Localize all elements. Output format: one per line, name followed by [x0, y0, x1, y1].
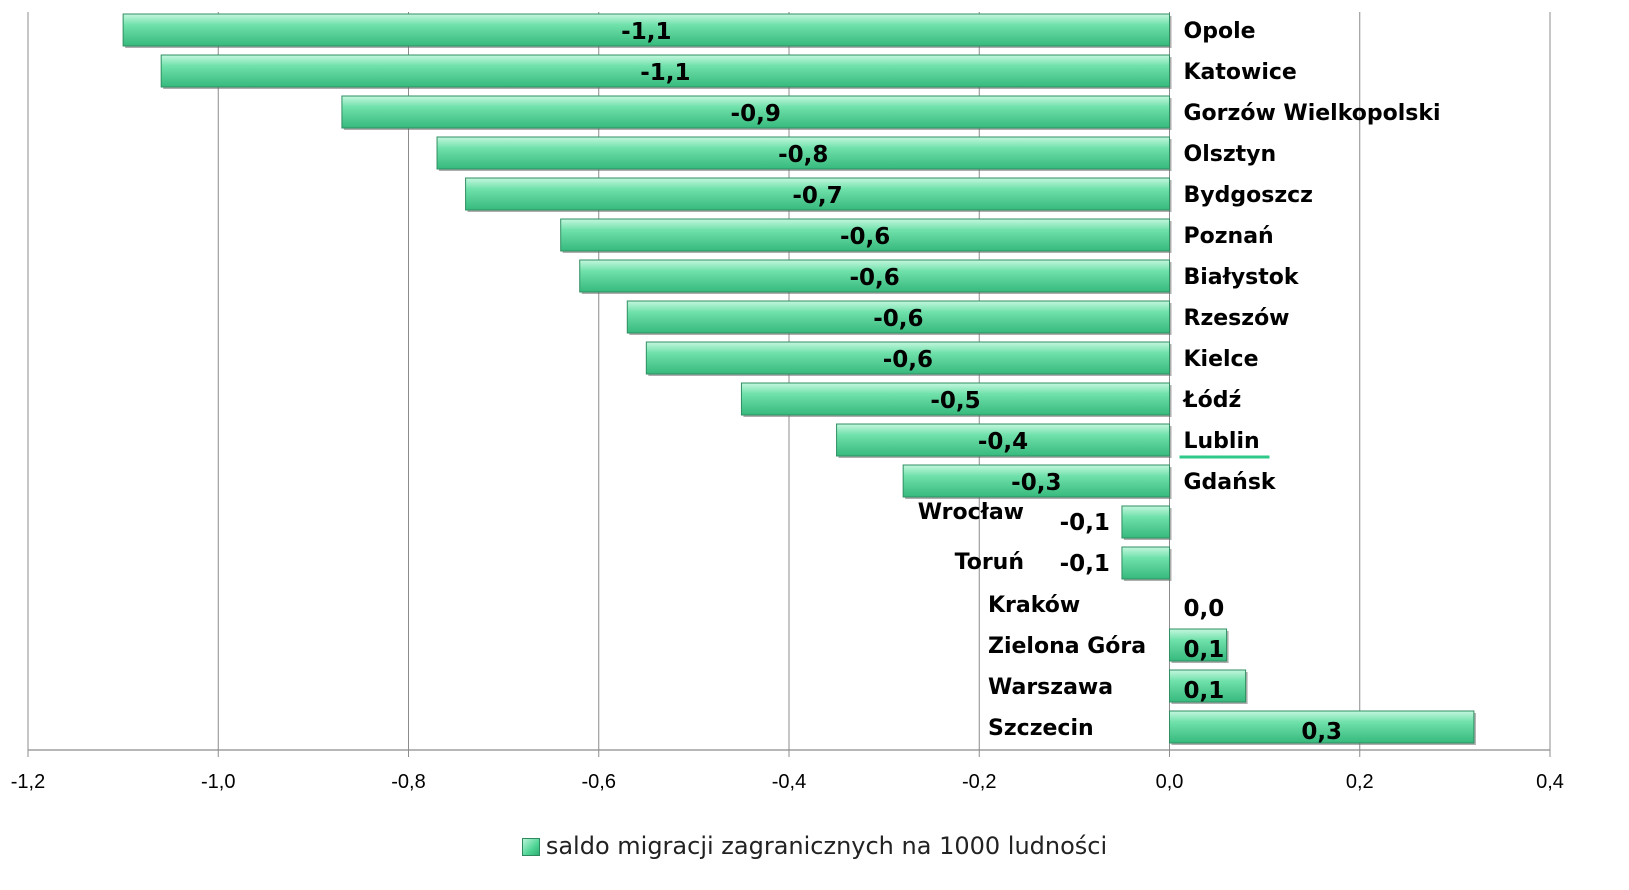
bar: [579, 259, 1170, 293]
category-label: Warszawa: [988, 675, 1113, 700]
value-label: -0,6: [840, 224, 890, 250]
bar: [626, 300, 1170, 334]
bar: [560, 218, 1170, 252]
bar: [836, 423, 1170, 457]
bar: [1169, 669, 1247, 703]
category-label: Opole: [1184, 19, 1256, 44]
x-tick-label: 0,2: [1346, 771, 1374, 793]
category-label: Zielona Góra: [988, 634, 1146, 659]
value-label: -0,1: [1060, 551, 1110, 577]
bar: [160, 54, 1171, 88]
value-label: 0,1: [1184, 678, 1225, 704]
value-label: -0,1: [1060, 510, 1110, 536]
x-tick-label: -1,0: [201, 771, 235, 793]
category-label: Gdańsk: [1184, 470, 1277, 495]
bar: [1121, 505, 1170, 539]
legend-swatch: [521, 838, 540, 856]
bar: [436, 136, 1171, 170]
bars: [122, 13, 1476, 745]
value-label: 0,3: [1301, 719, 1342, 745]
x-tick-label: 0,0: [1156, 771, 1184, 793]
value-label: -0,9: [731, 101, 781, 127]
value-labels: -1,1 -1,1 -0,9 -0,8 -0,7 -0,6 -0,6 -0,6 -0,6 -0,5…: [621, 19, 1342, 745]
category-label: Wrocław: [918, 500, 1024, 525]
category-label: Toruń: [955, 550, 1024, 575]
bar: [740, 382, 1170, 416]
bar: [1169, 710, 1475, 744]
gridlines: [27, 12, 1551, 750]
legend-label: saldo migracji zagranicznych na 1000 lud…: [545, 832, 1108, 860]
value-label: -1,1: [621, 19, 671, 45]
x-tick-label: 0,4: [1536, 771, 1564, 793]
value-label: -0,3: [1011, 470, 1061, 496]
category-label: Poznań: [1184, 224, 1274, 249]
bar: [465, 177, 1170, 211]
x-tick-label: -1,2: [11, 771, 45, 793]
category-label: Lublin: [1184, 429, 1260, 454]
x-axis: -1,2 -1,0 -0,8 -0,6 -0,4 -0,2 0,0 0,2 0,4: [11, 749, 1564, 793]
category-label: Olsztyn: [1184, 142, 1277, 167]
category-labels: Opole Katowice Gorzów Wielkopolski Olsztyn B…: [918, 19, 1441, 741]
bar: [1169, 628, 1228, 662]
category-label: Katowice: [1184, 60, 1297, 85]
value-label: -0,8: [778, 142, 828, 168]
legend: saldo migracji zagranicznych na 1000 lud…: [0, 832, 1629, 860]
value-label: -0,6: [849, 265, 899, 291]
category-label: Rzeszów: [1184, 306, 1290, 331]
bar: [902, 464, 1171, 498]
bar: [341, 95, 1171, 129]
value-label: -0,6: [883, 347, 933, 373]
bar: [122, 13, 1170, 47]
x-tick-label: -0,8: [391, 771, 425, 793]
value-label: -0,6: [873, 306, 923, 332]
category-label: Szczecin: [988, 716, 1094, 741]
category-label: Gorzów Wielkopolski: [1184, 101, 1441, 126]
value-label: -1,1: [640, 60, 690, 86]
value-label: -0,7: [792, 183, 842, 209]
value-label: -0,5: [930, 388, 980, 414]
category-label: Łódź: [1183, 388, 1242, 413]
bar: [1121, 546, 1170, 580]
x-tick-label: -0,2: [962, 771, 996, 793]
value-label: 0,1: [1184, 637, 1225, 663]
value-label: 0,0: [1184, 596, 1225, 622]
x-tick-label: -0,4: [772, 771, 806, 793]
category-label: Kraków: [988, 593, 1080, 618]
category-label: Kielce: [1184, 347, 1259, 372]
category-label: Białystok: [1184, 265, 1300, 290]
value-label: -0,4: [978, 429, 1028, 455]
category-label: Bydgoszcz: [1184, 183, 1313, 208]
bar: [645, 341, 1170, 375]
x-tick-label: -0,6: [582, 771, 616, 793]
